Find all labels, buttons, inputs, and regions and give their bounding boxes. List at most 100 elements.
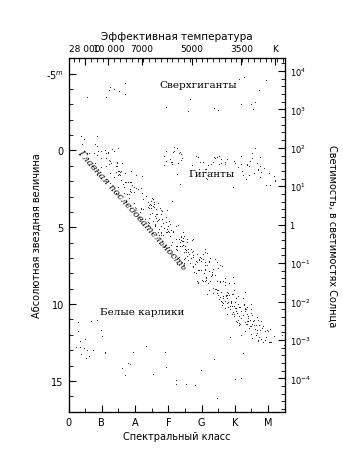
- Point: [190, 254, 196, 261]
- Point: [195, 278, 200, 286]
- Point: [236, 301, 241, 308]
- Point: [175, 261, 180, 268]
- Point: [95, 132, 100, 140]
- Point: [194, 250, 200, 258]
- Point: [155, 200, 161, 207]
- Point: [191, 248, 196, 256]
- Point: [237, 304, 242, 311]
- Point: [188, 245, 193, 253]
- Point: [99, 148, 104, 155]
- Point: [91, 150, 96, 157]
- Point: [216, 161, 222, 168]
- Point: [180, 155, 185, 162]
- Point: [192, 381, 198, 389]
- Point: [178, 181, 183, 188]
- Point: [123, 179, 129, 186]
- Point: [242, 288, 248, 296]
- Point: [127, 361, 133, 368]
- Point: [234, 319, 240, 326]
- Point: [165, 207, 170, 214]
- Point: [258, 335, 264, 343]
- Point: [279, 332, 285, 339]
- Point: [257, 154, 262, 162]
- Point: [247, 323, 253, 330]
- Point: [243, 305, 248, 313]
- Point: [188, 255, 194, 263]
- Point: [118, 168, 124, 175]
- Point: [255, 326, 260, 334]
- Point: [238, 153, 244, 161]
- Point: [149, 195, 155, 202]
- Point: [148, 205, 153, 212]
- Point: [248, 330, 254, 338]
- Point: [212, 356, 217, 364]
- Point: [233, 305, 239, 312]
- Point: [124, 191, 129, 198]
- Point: [152, 221, 157, 228]
- Point: [224, 299, 230, 307]
- Point: [173, 380, 179, 388]
- Point: [238, 308, 244, 315]
- Point: [198, 258, 203, 265]
- Point: [213, 286, 219, 293]
- Point: [122, 178, 128, 186]
- Point: [232, 280, 237, 287]
- Point: [232, 160, 237, 167]
- Point: [256, 334, 262, 341]
- Point: [182, 255, 188, 263]
- Point: [158, 232, 163, 239]
- Point: [145, 204, 151, 211]
- Point: [103, 163, 108, 171]
- Point: [109, 146, 115, 153]
- Point: [141, 197, 146, 204]
- Point: [272, 177, 278, 185]
- Point: [210, 265, 215, 273]
- Point: [151, 203, 157, 211]
- Point: [224, 288, 229, 296]
- Point: [129, 182, 134, 189]
- Point: [175, 222, 180, 229]
- Point: [191, 268, 197, 276]
- Point: [235, 164, 240, 171]
- Point: [119, 177, 124, 184]
- Point: [155, 217, 161, 225]
- Point: [194, 153, 199, 160]
- Point: [218, 262, 223, 269]
- Point: [116, 168, 121, 175]
- Point: [126, 179, 131, 186]
- Point: [202, 246, 207, 253]
- Point: [164, 148, 169, 155]
- Point: [175, 160, 180, 167]
- Point: [160, 220, 165, 228]
- Point: [202, 262, 208, 269]
- Point: [88, 317, 94, 324]
- Point: [180, 234, 186, 242]
- Point: [205, 176, 210, 183]
- Point: [145, 219, 151, 226]
- Point: [266, 170, 272, 177]
- Point: [175, 243, 180, 250]
- Point: [92, 141, 98, 148]
- Point: [229, 298, 234, 306]
- Point: [163, 214, 169, 221]
- Point: [231, 313, 236, 320]
- Point: [203, 175, 209, 182]
- Point: [215, 287, 221, 294]
- Point: [135, 186, 140, 193]
- Point: [147, 211, 153, 218]
- Point: [248, 310, 253, 317]
- Point: [156, 240, 162, 247]
- Point: [249, 150, 255, 157]
- Point: [113, 190, 119, 197]
- Point: [235, 293, 240, 300]
- Point: [131, 200, 137, 207]
- Point: [185, 108, 190, 115]
- Point: [176, 151, 181, 158]
- Point: [225, 310, 230, 318]
- Point: [181, 256, 187, 263]
- Point: [224, 294, 230, 302]
- Point: [180, 242, 186, 249]
- Point: [191, 252, 196, 259]
- Point: [202, 259, 208, 266]
- Point: [138, 209, 143, 216]
